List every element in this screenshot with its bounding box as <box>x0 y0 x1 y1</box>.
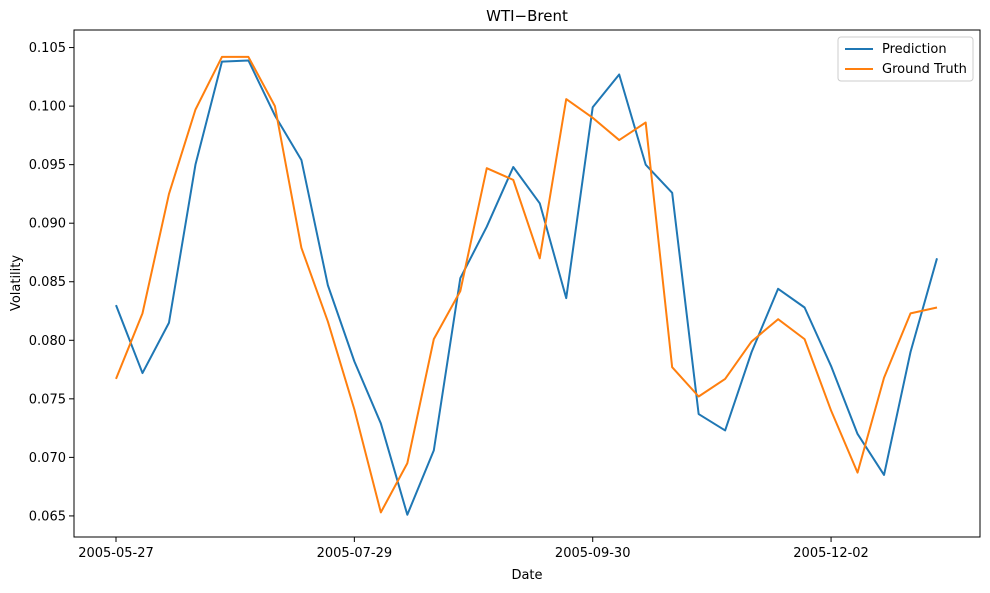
y-ticks: 0.065 0.070 0.075 0.080 0.085 0.090 0.095 0.100… <box>29 41 74 524</box>
legend: Prediction Ground Truth <box>837 36 974 82</box>
y-tick-label: 0.100 <box>29 100 66 115</box>
plot-background <box>74 30 980 537</box>
y-tick-label: 0.105 <box>29 41 66 56</box>
y-tick-label: 0.075 <box>29 392 66 407</box>
x-tick-label: 2005-05-27 <box>78 546 154 561</box>
y-tick-label: 0.080 <box>29 334 66 349</box>
x-axis-label: Date <box>511 568 542 583</box>
chart-title: WTI−Brent <box>486 7 568 25</box>
legend-label-prediction: Prediction <box>882 42 947 57</box>
series-line-ground-truth <box>115 55 938 514</box>
x-tick-label: 2005-12-02 <box>793 546 869 561</box>
y-tick-label: 0.065 <box>29 509 66 524</box>
plot-frame <box>73 29 981 538</box>
y-axis-label: Volatility <box>9 255 24 311</box>
x-tick-label: 2005-09-30 <box>555 546 631 561</box>
x-ticks: 2005-05-27 2005-07-29 2005-09-30 2005-12-02 <box>78 537 869 561</box>
y-tick-label: 0.085 <box>29 275 66 290</box>
y-tick-label: 0.095 <box>29 158 66 173</box>
legend-label-ground-truth: Ground Truth <box>882 62 967 77</box>
series-layer <box>115 55 938 516</box>
x-tick-label: 2005-07-29 <box>317 546 393 561</box>
series-line-prediction <box>115 59 938 516</box>
y-tick-label: 0.090 <box>29 217 66 232</box>
y-tick-label: 0.070 <box>29 451 66 466</box>
